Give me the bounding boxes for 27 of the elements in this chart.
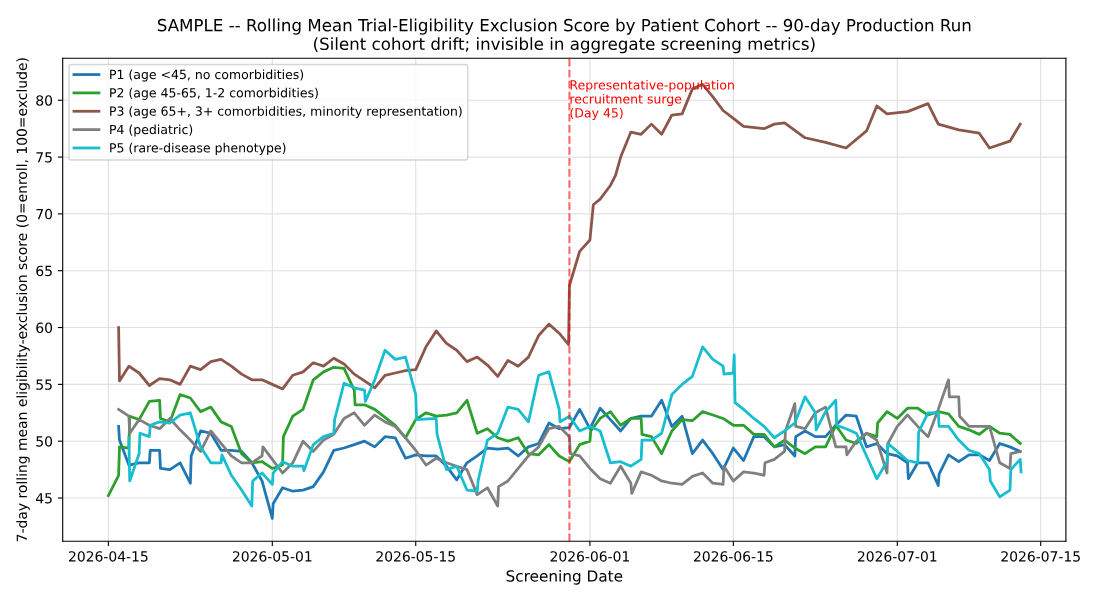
x-tick-label: 2026-07-01 — [857, 551, 937, 562]
x-tick-label: 2026-05-01 — [232, 551, 312, 562]
x-tick-label: 2026-06-15 — [694, 551, 773, 562]
x-tick-label: 2026-06-01 — [550, 551, 629, 562]
y-tick-label: 70 — [36, 208, 53, 220]
y-tick-label: 75 — [36, 152, 52, 163]
y-tick-label: 55 — [36, 379, 52, 390]
x-axis-title: Screening Date — [506, 569, 623, 585]
legend-label: P2 (age 45-65, 1-2 comorbidities) — [110, 87, 318, 100]
line-series — [106, 365, 1022, 498]
legend-label: P4 (pediatric) — [110, 124, 193, 137]
line-series — [117, 378, 1022, 508]
legend-label: P1 (age <45, no comorbidities) — [110, 69, 304, 82]
y-tick-label: 80 — [36, 95, 53, 106]
line-series — [127, 345, 1023, 508]
x-tick-label: 2026-05-15 — [376, 551, 455, 562]
legend-label: P5 (rare-disease phenotype) — [110, 142, 286, 155]
y-tick-label: 50 — [36, 436, 53, 447]
y-tick-label: 65 — [36, 265, 52, 277]
chart-title: SAMPLE -- Rolling Mean Trial-Eligibility Exclusion Score by Patient Cohort -- 90-day Production Run — [157, 18, 971, 35]
y-tick-label: 60 — [36, 322, 53, 334]
x-tick-label: 2026-07-15 — [1001, 551, 1080, 562]
legend-label: P3 (age 65+, 3+ comorbidities, minority representation) — [110, 106, 462, 119]
chart-subtitle: (Silent cohort drift; invisible in aggregate screening metrics) — [314, 37, 815, 54]
y-axis-title: 7-day rolling mean eligibility-exclusion score (0=enroll, 100=exclude) — [16, 58, 30, 542]
y-tick-label: 45 — [35, 493, 52, 504]
x-tick-label: 2026-04-15 — [69, 551, 148, 562]
